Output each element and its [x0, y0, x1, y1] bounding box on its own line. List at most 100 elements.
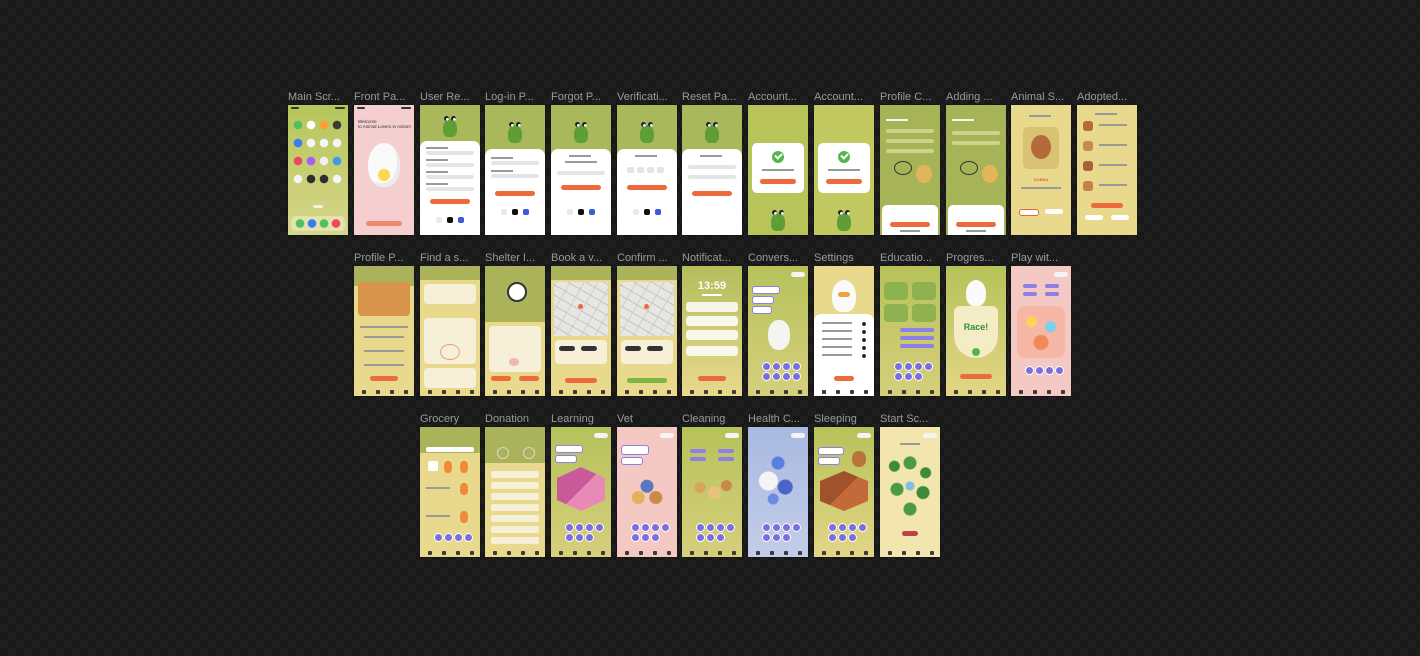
- frame-title[interactable]: Verificati...: [617, 91, 668, 103]
- screen-verify[interactable]: [617, 105, 677, 235]
- screen-profile-page[interactable]: [354, 266, 414, 396]
- frame-title[interactable]: Sleeping: [814, 413, 857, 425]
- action-button[interactable]: [1045, 366, 1054, 375]
- action-button[interactable]: [772, 533, 781, 542]
- bottom-nav[interactable]: [420, 388, 480, 396]
- verify-button[interactable]: [627, 185, 667, 190]
- screen-map-book[interactable]: [551, 266, 611, 396]
- option-pill[interactable]: [718, 449, 734, 453]
- action-button[interactable]: [651, 523, 660, 532]
- name-field[interactable]: [426, 151, 474, 155]
- action-button[interactable]: [464, 533, 473, 542]
- action-button[interactable]: [848, 533, 857, 542]
- google-icon[interactable]: [436, 217, 442, 223]
- frame-title[interactable]: User Re...: [420, 91, 470, 103]
- input-field[interactable]: [886, 139, 934, 143]
- code-box-2[interactable]: [637, 167, 644, 173]
- action-button[interactable]: [434, 533, 443, 542]
- option-pill[interactable]: [1045, 284, 1059, 288]
- frame-title[interactable]: Adopted...: [1077, 91, 1128, 103]
- action-button[interactable]: [631, 523, 640, 532]
- start-button[interactable]: [902, 531, 918, 536]
- frame-sleeping[interactable]: Sleeping: [814, 412, 874, 557]
- option-pill[interactable]: [1023, 292, 1037, 296]
- option-pill[interactable]: [718, 457, 734, 461]
- confirm-field[interactable]: [426, 187, 474, 191]
- notification-card[interactable]: [686, 330, 738, 340]
- time-card[interactable]: [621, 340, 673, 364]
- frame-title[interactable]: Convers...: [748, 252, 799, 264]
- email-field[interactable]: [426, 163, 474, 167]
- shelter-card[interactable]: [424, 368, 476, 388]
- notification-card[interactable]: [686, 346, 738, 356]
- frame-title[interactable]: Grocery: [420, 413, 460, 425]
- action-button[interactable]: [838, 533, 847, 542]
- action-button[interactable]: [782, 533, 791, 542]
- screen-adopted[interactable]: [1077, 105, 1137, 235]
- map-view[interactable]: [554, 282, 608, 336]
- frame-donation[interactable]: Donation: [485, 412, 545, 557]
- lesson-tile[interactable]: [884, 304, 908, 322]
- frame-title[interactable]: Play wit...: [1011, 252, 1059, 264]
- screen-reset[interactable]: [682, 105, 742, 235]
- frame-cleaning[interactable]: Cleaning: [682, 412, 742, 557]
- screen-vet[interactable]: [617, 427, 677, 557]
- apple-icon[interactable]: [644, 209, 650, 215]
- frame-book-visit[interactable]: Book a v...: [551, 251, 611, 396]
- slot-button[interactable]: [581, 346, 597, 351]
- action-button[interactable]: [904, 362, 913, 371]
- action-button[interactable]: [661, 523, 670, 532]
- donation-row[interactable]: [491, 515, 539, 522]
- frame-grocery[interactable]: Grocery: [420, 412, 480, 557]
- option-pill[interactable]: [690, 449, 706, 453]
- orange-button[interactable]: [370, 376, 398, 381]
- reset-button[interactable]: [692, 191, 732, 196]
- bottom-nav[interactable]: [946, 388, 1006, 396]
- grocery-item[interactable]: [428, 461, 438, 471]
- action-button[interactable]: [782, 362, 791, 371]
- orange-button[interactable]: [698, 376, 726, 381]
- action-button[interactable]: [762, 523, 771, 532]
- email-field[interactable]: [557, 171, 605, 175]
- action-button[interactable]: [565, 523, 574, 532]
- frame-profile-create[interactable]: Profile C...: [880, 90, 940, 235]
- bottom-nav[interactable]: [551, 549, 611, 557]
- pet-thumb[interactable]: [1083, 141, 1093, 151]
- action-button[interactable]: [924, 362, 933, 371]
- screen-adding[interactable]: [946, 105, 1006, 235]
- save-button[interactable]: [890, 222, 930, 227]
- action-button[interactable]: [706, 523, 715, 532]
- orange-button[interactable]: [1091, 203, 1123, 208]
- action-button[interactable]: [585, 523, 594, 532]
- action-button[interactable]: [641, 523, 650, 532]
- frame-title[interactable]: Settings: [814, 252, 854, 264]
- screen-ios-home[interactable]: [288, 105, 348, 235]
- action-button[interactable]: [696, 533, 705, 542]
- action-button[interactable]: [772, 362, 781, 371]
- quiz-option[interactable]: [900, 344, 934, 348]
- frame-title[interactable]: Learning: [551, 413, 594, 425]
- frame-profile-page[interactable]: Profile P...: [354, 251, 414, 396]
- confirm-button[interactable]: [627, 378, 667, 383]
- pet-thumb[interactable]: [1083, 181, 1093, 191]
- continue-button[interactable]: [760, 179, 796, 184]
- bottom-nav[interactable]: [617, 549, 677, 557]
- frame-title[interactable]: Educatio...: [880, 252, 932, 264]
- password-field[interactable]: [426, 175, 474, 179]
- frame-title[interactable]: Notificat...: [682, 252, 731, 264]
- action-button[interactable]: [792, 372, 801, 381]
- adopt-button[interactable]: [1045, 209, 1063, 214]
- frame-account-success-1[interactable]: Account...: [748, 90, 808, 235]
- frame-title[interactable]: Front Pa...: [354, 91, 406, 103]
- frame-title[interactable]: Account...: [814, 91, 863, 103]
- action-button[interactable]: [716, 523, 725, 532]
- frame-title[interactable]: Main Scr...: [288, 91, 340, 103]
- frame-play[interactable]: Play wit...: [1011, 251, 1071, 396]
- donation-row[interactable]: [491, 482, 539, 489]
- action-button[interactable]: [782, 372, 791, 381]
- register-button[interactable]: [430, 199, 470, 204]
- action-button[interactable]: [782, 523, 791, 532]
- screen-donation[interactable]: [485, 427, 545, 557]
- bottom-nav[interactable]: [420, 549, 480, 557]
- quiz-option[interactable]: [900, 336, 934, 340]
